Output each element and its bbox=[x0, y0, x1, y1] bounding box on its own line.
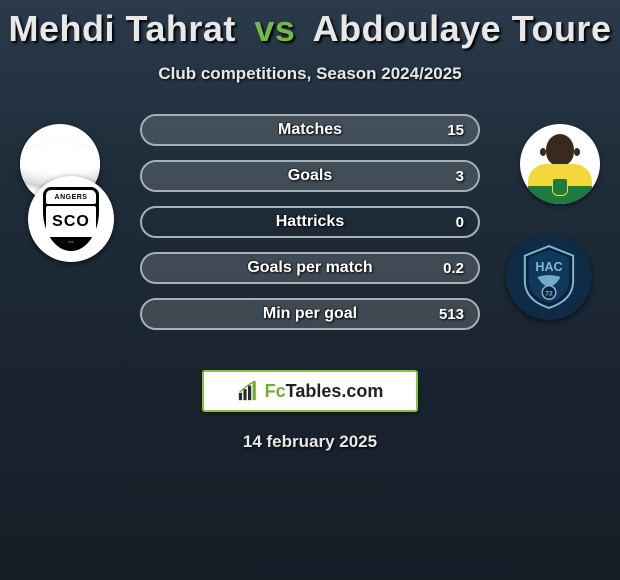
stat-value-right: 3 bbox=[456, 168, 464, 185]
player1-name: Mehdi Tahrat bbox=[9, 8, 236, 49]
stat-value-right: 0 bbox=[456, 214, 464, 231]
player2-name: Abdoulaye Toure bbox=[313, 8, 612, 49]
comparison-title: Mehdi Tahrat vs Abdoulaye Toure bbox=[0, 0, 620, 50]
brand-suffix: Tables.com bbox=[286, 381, 384, 401]
stat-label: Goals bbox=[142, 167, 478, 185]
club1-bot: ··· bbox=[68, 240, 74, 246]
stat-label: Goals per match bbox=[142, 259, 478, 277]
player2-avatar bbox=[520, 124, 600, 204]
stat-label: Hattricks bbox=[142, 213, 478, 231]
source-badge: FcTables.com bbox=[202, 370, 418, 412]
club1-badge: ANGERS SCO ··· bbox=[28, 176, 114, 262]
stat-value-right: 513 bbox=[439, 306, 464, 323]
date-label: 14 february 2025 bbox=[0, 432, 620, 452]
club1-top: ANGERS bbox=[46, 190, 96, 204]
source-text: FcTables.com bbox=[265, 381, 384, 402]
stat-value-right: 15 bbox=[447, 122, 464, 139]
angers-shield-icon: ANGERS SCO ··· bbox=[43, 187, 99, 251]
stat-bar: Goals3 bbox=[140, 160, 480, 192]
brand-prefix: Fc bbox=[265, 381, 286, 401]
subtitle: Club competitions, Season 2024/2025 bbox=[0, 64, 620, 84]
stat-label: Min per goal bbox=[142, 305, 478, 323]
player2-silhouette bbox=[530, 130, 590, 204]
svg-text:72: 72 bbox=[545, 290, 553, 297]
fctables-logo-icon bbox=[237, 380, 259, 402]
stat-bar: Goals per match0.2 bbox=[140, 252, 480, 284]
stat-bar: Min per goal513 bbox=[140, 298, 480, 330]
stat-label: Matches bbox=[142, 121, 478, 139]
svg-text:HAC: HAC bbox=[535, 260, 562, 274]
stat-bar: Hattricks0 bbox=[140, 206, 480, 238]
comparison-content: ANGERS SCO ··· HAC 72 Matches15 Goals3 Hat… bbox=[0, 114, 620, 364]
hac-crest-icon: HAC 72 bbox=[520, 244, 578, 310]
stat-bar: Matches15 bbox=[140, 114, 480, 146]
club2-badge: HAC 72 bbox=[506, 234, 592, 320]
club1-mid: SCO bbox=[46, 206, 96, 237]
stat-bars: Matches15 Goals3 Hattricks0 Goals per match… bbox=[140, 114, 480, 344]
vs-label: vs bbox=[254, 8, 295, 49]
stat-value-right: 0.2 bbox=[443, 260, 464, 277]
